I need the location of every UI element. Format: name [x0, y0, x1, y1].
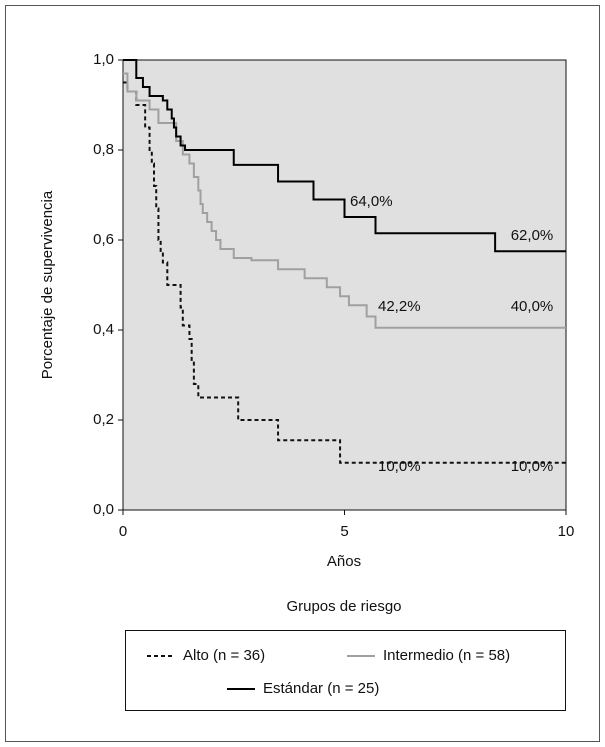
legend-title: Grupos de riesgo [286, 598, 401, 615]
annotation: 42,2% [378, 298, 421, 315]
survival-line [123, 81, 566, 464]
y-tick-label: 0,2 [93, 411, 114, 428]
annotation: 40,0% [511, 298, 554, 315]
survival-line [123, 72, 566, 329]
plot-area [122, 59, 567, 511]
annotation: 62,0% [511, 227, 554, 244]
legend-label: Intermedio (n = 58) [383, 647, 510, 664]
y-tick-label: 0,8 [93, 141, 114, 158]
y-tick-label: 0,0 [93, 501, 114, 518]
y-tick-label: 1,0 [93, 51, 114, 68]
x-axis-label: Años [327, 553, 361, 570]
y-tick-label: 0,4 [93, 321, 114, 338]
survival-line [123, 59, 566, 253]
y-axis-label: Porcentaje de supervivencia [39, 190, 56, 379]
legend-label: Alto (n = 36) [183, 647, 265, 664]
legend-box [125, 630, 566, 711]
legend-label: Estándar (n = 25) [263, 680, 379, 697]
annotation: 10,0% [511, 458, 554, 475]
annotation: 64,0% [350, 193, 393, 210]
x-tick-label: 5 [340, 523, 348, 540]
y-tick-label: 0,6 [93, 231, 114, 248]
x-tick-label: 0 [119, 523, 127, 540]
x-tick-label: 10 [558, 523, 575, 540]
annotation: 10,0% [378, 458, 421, 475]
